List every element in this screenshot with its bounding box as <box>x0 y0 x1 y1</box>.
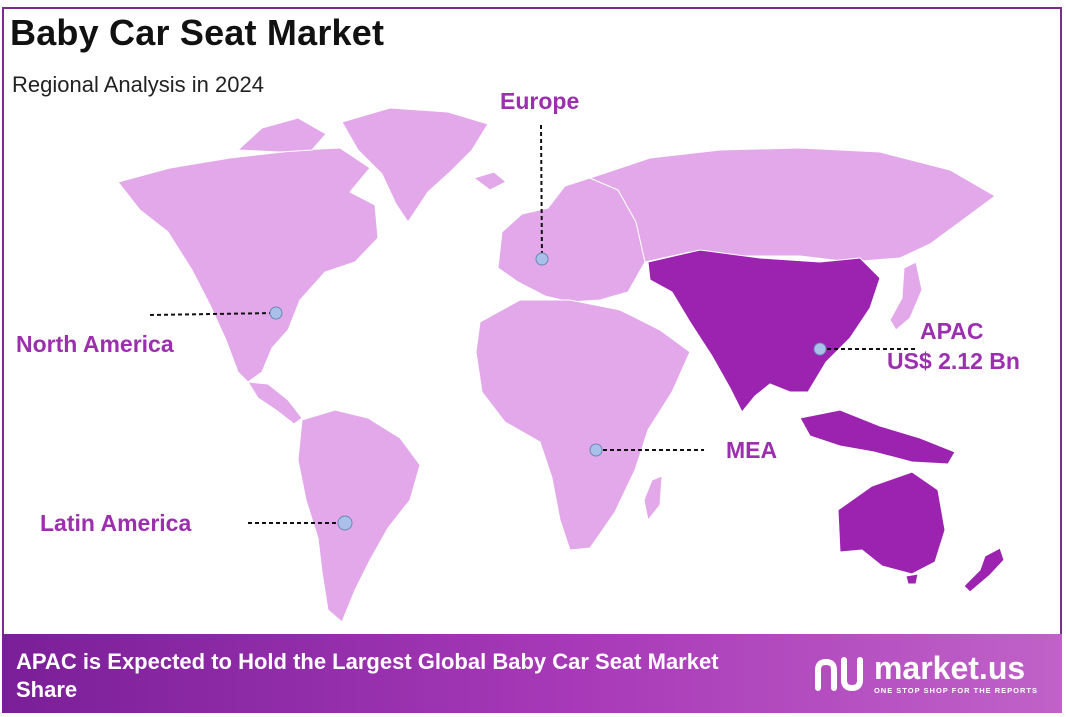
marker-mea[interactable] <box>589 443 603 457</box>
land-south-america <box>297 409 421 623</box>
label-latin-america: Latin America <box>40 510 192 536</box>
land-apac[interactable] <box>647 249 881 413</box>
land-north-america <box>117 147 379 383</box>
land-africa <box>475 299 691 551</box>
label-apac: APAC <box>920 318 984 344</box>
brand-logo[interactable]: market.us ONE STOP SHOP FOR THE REPORTS <box>812 652 1038 695</box>
land-tasmania <box>905 573 919 585</box>
label-north-america: North America <box>16 331 174 357</box>
market-us-logo-icon <box>814 656 863 691</box>
land-russia <box>588 147 996 263</box>
marker-europe[interactable] <box>535 252 549 266</box>
land-southeast-asia <box>799 409 956 465</box>
land-central-america <box>247 381 303 425</box>
land-japan <box>889 261 923 331</box>
footer-banner: APAC is Expected to Hold the Largest Glo… <box>2 634 1062 713</box>
label-europe: Europe <box>500 88 580 114</box>
marker-north-america[interactable] <box>269 306 283 320</box>
land-australia <box>837 471 946 575</box>
label-mea: MEA <box>726 437 778 463</box>
brand-name: market.us <box>873 650 1026 686</box>
marker-apac[interactable] <box>813 342 827 356</box>
footer-headline: APAC is Expected to Hold the Largest Glo… <box>16 649 719 702</box>
land-greenland <box>341 107 489 223</box>
leader-line-europe <box>540 124 543 260</box>
land-arctic-islands <box>236 117 327 153</box>
land-new-zealand <box>963 547 1005 593</box>
marker-latin-america[interactable] <box>337 515 353 531</box>
land-iceland <box>472 171 507 191</box>
land-madagascar <box>643 475 663 522</box>
page-title: Baby Car Seat Market <box>10 12 385 53</box>
page-subtitle: Regional Analysis in 2024 <box>12 72 264 97</box>
brand-tagline: ONE STOP SHOP FOR THE REPORTS <box>873 686 1038 695</box>
label-apac-value: US$ 2.12 Bn <box>887 348 1020 374</box>
leader-line-north-america <box>149 312 277 316</box>
